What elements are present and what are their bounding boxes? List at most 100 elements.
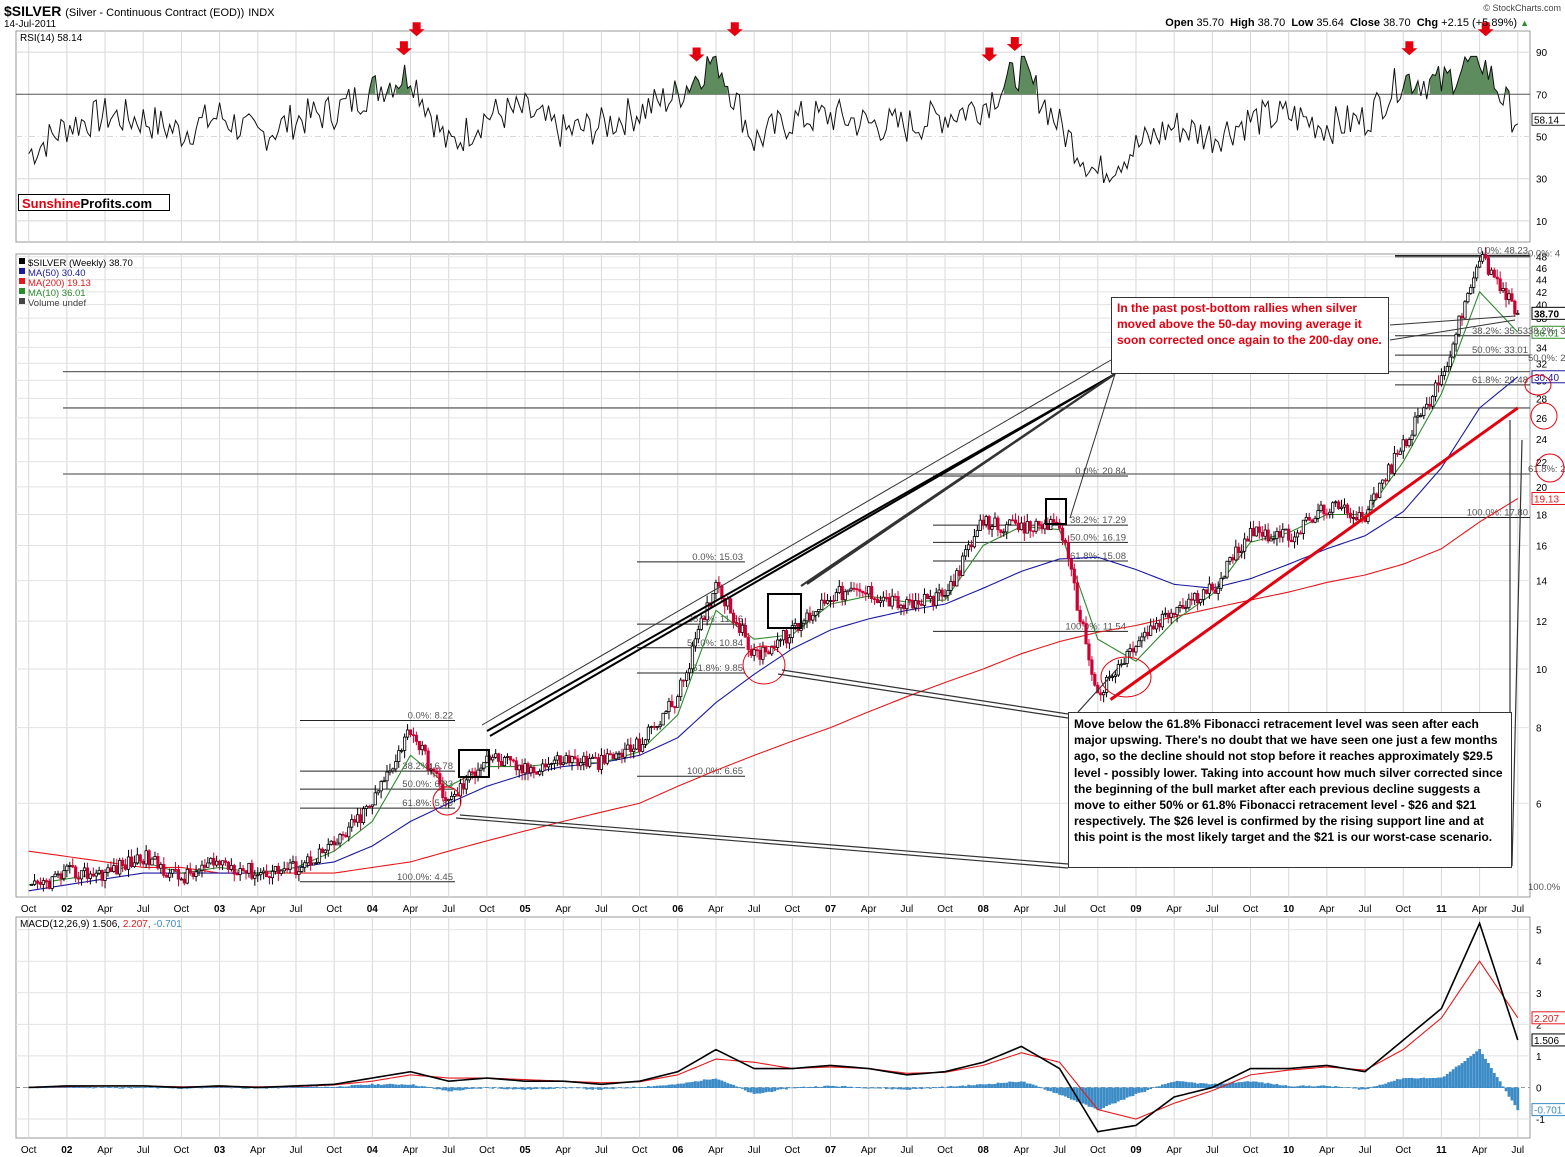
macd-histogram-bar bbox=[473, 1087, 477, 1089]
macd-histogram-bar bbox=[229, 1087, 233, 1089]
macd-histogram-bar bbox=[664, 1085, 668, 1088]
price-bar-body bbox=[141, 860, 145, 865]
fib-level-label: 50.0%: 16.19 bbox=[1070, 532, 1126, 543]
price-bar-body bbox=[358, 814, 363, 823]
rsi-tick-label: 90 bbox=[1536, 48, 1548, 59]
price-bar-body bbox=[637, 738, 642, 752]
price-bar-body bbox=[300, 866, 304, 872]
macd-histogram-bar bbox=[1293, 1086, 1296, 1088]
macd-histogram-bar bbox=[764, 1087, 768, 1093]
macd-histogram-bar bbox=[100, 1087, 104, 1088]
price-bar-body bbox=[538, 770, 542, 775]
price-bar-body bbox=[629, 744, 633, 752]
price-bar-body bbox=[279, 870, 283, 874]
macd-histogram-bar bbox=[981, 1084, 985, 1088]
price-bar-body bbox=[655, 726, 659, 728]
x-tick-label: Apr bbox=[708, 1145, 724, 1156]
price-bar-body bbox=[391, 768, 395, 772]
x-tick-label: 11 bbox=[1436, 1145, 1447, 1156]
macd-histogram-bar bbox=[511, 1087, 515, 1090]
macd-histogram-bar bbox=[1184, 1081, 1188, 1088]
price-bar-body bbox=[1087, 643, 1091, 661]
x-tick-label: Oct bbox=[937, 1145, 953, 1156]
price-bar-body bbox=[899, 604, 903, 609]
macd-histogram-bar bbox=[1237, 1082, 1241, 1088]
price-bar-body bbox=[925, 593, 930, 600]
macd-histogram-bar bbox=[993, 1083, 997, 1088]
macd-histogram-bar bbox=[456, 1087, 459, 1091]
x-tick-label: Apr bbox=[97, 1145, 113, 1156]
x-tick-label: 08 bbox=[978, 904, 990, 915]
rsi-overbought-fill bbox=[395, 64, 411, 95]
macd-histogram-bar bbox=[975, 1084, 979, 1088]
highlight-box bbox=[1045, 498, 1067, 525]
macd-histogram-bar bbox=[576, 1087, 580, 1089]
price-bar-body bbox=[1307, 516, 1311, 521]
price-bar-body bbox=[1234, 546, 1238, 561]
macd-histogram-bar bbox=[1507, 1087, 1511, 1097]
price-bar-body bbox=[38, 882, 43, 885]
macd-histogram-bar bbox=[482, 1087, 486, 1088]
x-tick-label: Apr bbox=[1166, 1145, 1182, 1156]
macd-histogram-bar bbox=[1331, 1086, 1335, 1088]
connector-line bbox=[781, 669, 1069, 715]
x-tick-label: Oct bbox=[785, 1145, 801, 1156]
price-bar-body bbox=[1284, 528, 1288, 531]
price-bar-body bbox=[452, 793, 457, 797]
macd-histogram-bar bbox=[523, 1087, 527, 1090]
macd-histogram-bar bbox=[1495, 1077, 1499, 1088]
price-bar-body bbox=[696, 629, 700, 640]
macd-histogram-bar bbox=[1378, 1084, 1382, 1088]
price-bar-body bbox=[364, 805, 369, 809]
price-bar-body bbox=[972, 536, 977, 548]
macd-histogram-bar bbox=[867, 1087, 871, 1089]
macd-histogram-bar bbox=[1354, 1087, 1358, 1089]
macd-tick-label: 4 bbox=[1536, 957, 1542, 968]
price-bar-body bbox=[1137, 640, 1141, 648]
down-arrow-icon bbox=[395, 41, 412, 56]
macd-histogram-bar bbox=[1510, 1087, 1514, 1101]
macd-histogram-bar bbox=[526, 1087, 530, 1089]
macd-histogram-bar bbox=[1175, 1080, 1179, 1088]
price-bar-body bbox=[1322, 504, 1326, 515]
highlight-circle bbox=[432, 786, 462, 816]
price-bar-body bbox=[1031, 530, 1035, 533]
macd-histogram-bar bbox=[1393, 1080, 1396, 1088]
price-bar-body bbox=[1451, 343, 1455, 358]
macd-histogram-bar bbox=[1025, 1083, 1029, 1088]
price-bar-body bbox=[467, 771, 471, 781]
price-bar-body bbox=[314, 862, 319, 864]
macd-histogram-bar bbox=[541, 1087, 545, 1090]
price-tick-label: 12 bbox=[1536, 617, 1548, 628]
price-frame bbox=[15, 253, 1531, 898]
price-tick-label: 48 bbox=[1536, 253, 1548, 264]
price-bar-body bbox=[159, 864, 163, 869]
macd-histogram-bar bbox=[382, 1084, 386, 1088]
price-tick-label: 26 bbox=[1536, 414, 1548, 425]
price-tick-label: 42 bbox=[1536, 288, 1548, 299]
macd-histogram-bar bbox=[914, 1087, 918, 1090]
price-bar-body bbox=[485, 755, 489, 763]
price-bar-body bbox=[687, 668, 692, 674]
price-bar-body bbox=[825, 600, 830, 604]
price-bar-body bbox=[1448, 356, 1452, 367]
price-bar-body bbox=[987, 516, 991, 530]
macd-histogram-bar bbox=[1472, 1053, 1476, 1088]
x-tick-label: Apr bbox=[1014, 904, 1030, 915]
price-bar-body bbox=[1334, 501, 1338, 504]
price-bar-body bbox=[955, 570, 959, 587]
macd-histogram-bar bbox=[144, 1087, 148, 1088]
macd-histogram-bar bbox=[647, 1086, 650, 1088]
price-bar-body bbox=[996, 517, 1000, 531]
price-bar-body bbox=[1011, 519, 1015, 522]
price-bar-body bbox=[129, 856, 134, 867]
price-bar-body bbox=[761, 646, 765, 660]
macd-histogram-bar bbox=[999, 1082, 1003, 1088]
macd-histogram-bar bbox=[1348, 1087, 1352, 1088]
price-bar-body bbox=[1425, 403, 1429, 409]
price-bar-body bbox=[896, 596, 900, 609]
price-bar-body bbox=[611, 754, 615, 760]
macd-histogram-bar bbox=[1093, 1087, 1097, 1109]
price-bar-body bbox=[124, 865, 128, 870]
macd-histogram-bar bbox=[699, 1080, 703, 1088]
